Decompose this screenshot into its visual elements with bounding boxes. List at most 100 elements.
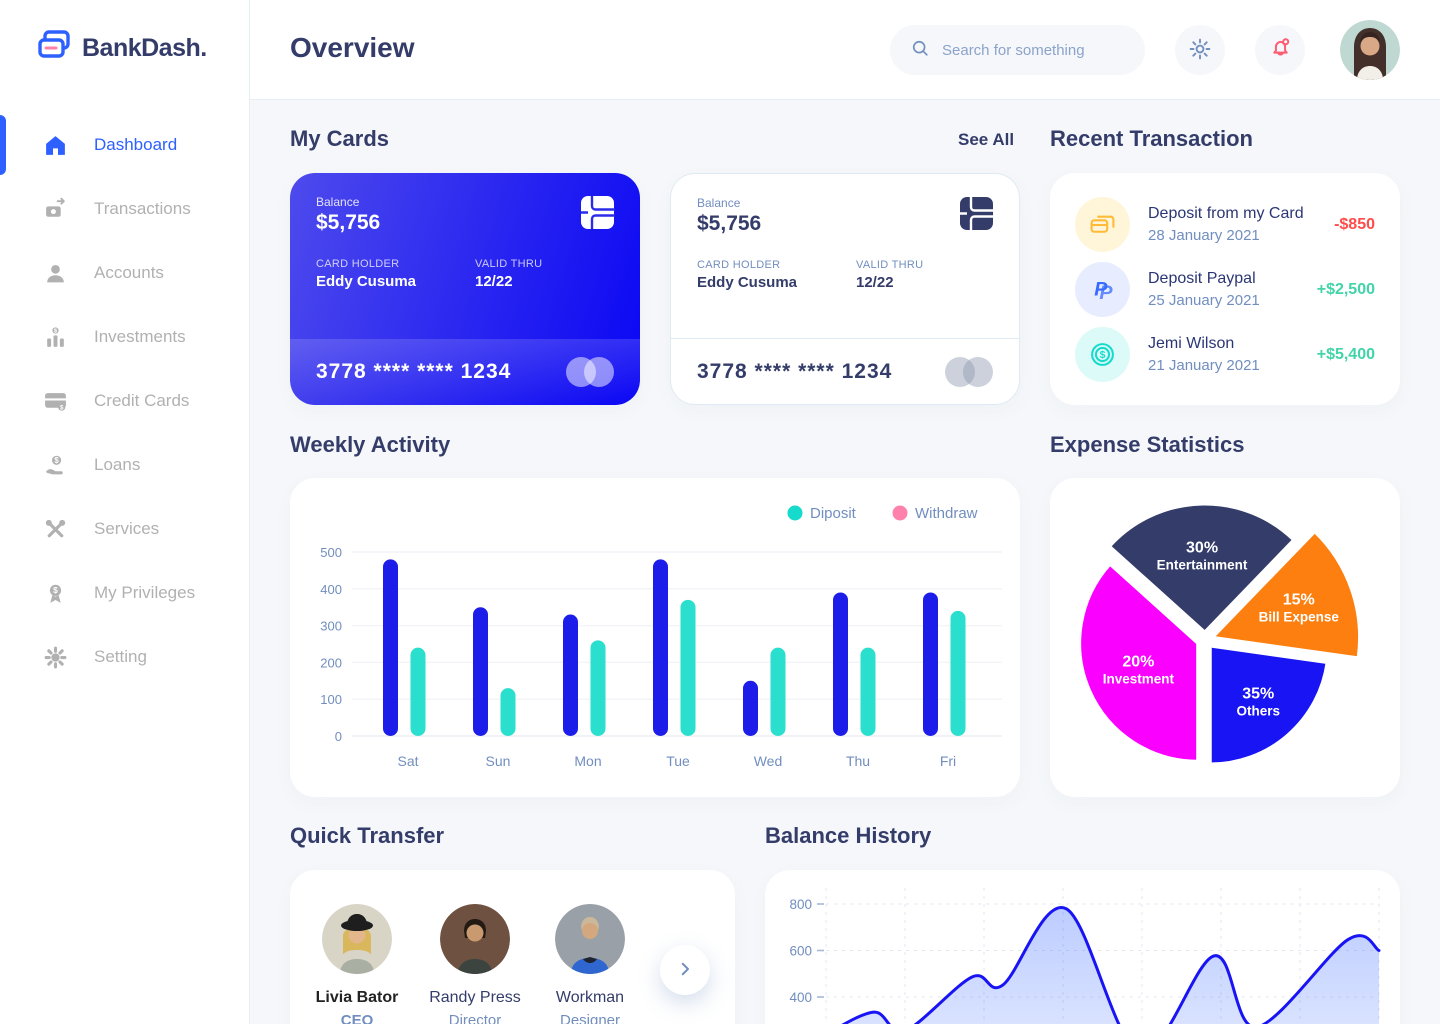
coin-dollar-icon: $ — [1075, 327, 1130, 382]
contact-role: Director — [448, 1012, 502, 1024]
svg-text:P: P — [1094, 279, 1108, 301]
mastercard-circles-icon — [945, 356, 993, 387]
bank-cards-logo-icon — [36, 28, 72, 69]
svg-text:600: 600 — [789, 944, 812, 959]
svg-text:400: 400 — [320, 582, 342, 597]
contact-role: CEO — [340, 1012, 374, 1024]
transaction-amount: +$2,500 — [1316, 280, 1375, 298]
svg-text:$: $ — [54, 455, 59, 464]
see-all-link[interactable]: See All — [958, 130, 1015, 149]
svg-text:Mon: Mon — [574, 753, 601, 769]
contact-role: Designer — [559, 1012, 621, 1024]
contact-name: Livia Bator — [315, 989, 399, 1006]
loan-icon: $ — [43, 453, 68, 478]
card-number: 3778 **** **** 1234 — [316, 360, 512, 383]
sidebar-item-credit-cards[interactable]: $ Credit Cards — [0, 373, 250, 429]
svg-text:800: 800 — [789, 897, 812, 912]
weekly-activity-chart: 0 100 200 300 400 500 Sat Sun Mon Tue Wed Thu Fri Dip… — [320, 505, 1002, 769]
transaction-amount: -$850 — [1334, 215, 1375, 233]
svg-text:Withdraw: Withdraw — [915, 505, 978, 522]
contact-workman[interactable]: Workman Designer — [535, 904, 645, 1024]
sidebar-item-setting[interactable]: Setting — [0, 629, 250, 685]
card-number-strip: 3778 **** **** 1234 — [671, 338, 1019, 404]
search-box — [890, 25, 1145, 75]
tools-icon — [43, 517, 68, 542]
svg-text:0: 0 — [335, 729, 342, 744]
home-icon — [43, 133, 68, 158]
investment-icon: $ — [43, 325, 68, 350]
svg-text:500: 500 — [320, 545, 342, 560]
contact-avatar — [440, 904, 510, 974]
mastercard-circles-icon — [566, 357, 614, 387]
contact-name: Workman — [555, 989, 625, 1006]
gear-outline-icon — [1188, 37, 1212, 64]
svg-text:P: P — [1099, 282, 1113, 303]
top-bar: Overview — [250, 0, 1440, 100]
card-deposit-icon — [1075, 197, 1130, 252]
transaction-date: 21 January 2021 — [1148, 357, 1260, 374]
svg-text:100: 100 — [320, 692, 342, 707]
bank-card-primary: Balance $5,756 CARD HOLDER Eddy Cusuma V… — [290, 173, 640, 405]
gear-icon — [43, 645, 68, 670]
svg-text:Thu: Thu — [846, 753, 870, 769]
credit-card-icon: $ — [43, 389, 68, 414]
sidebar-item-transactions[interactable]: Transactions — [0, 181, 250, 237]
card-chip-icon — [959, 196, 994, 236]
balance-label: Balance — [697, 196, 741, 210]
weekly-activity-card: 0 100 200 300 400 500 Sat Sun Mon Tue Wed Thu Fri Dip… — [290, 478, 1020, 797]
bank-card-secondary: Balance $5,756 CARD HOLDER Eddy Cusuma V… — [670, 173, 1020, 405]
balance-value: $5,756 — [697, 212, 762, 235]
expense-statistics-card: 30% Entertainment 15% Bill Expense 35% Others… — [1050, 478, 1400, 797]
balance-label: Balance — [316, 195, 360, 209]
user-icon — [43, 261, 68, 286]
card-chip-icon — [580, 195, 615, 235]
svg-text:Sat: Sat — [397, 753, 418, 769]
search-icon — [910, 38, 930, 63]
app-logo[interactable]: BankDash. — [36, 28, 207, 69]
transaction-date: 25 January 2021 — [1148, 292, 1260, 309]
svg-text:$: $ — [60, 404, 64, 411]
active-indicator — [0, 115, 6, 175]
next-contacts-button[interactable] — [660, 945, 710, 995]
sidebar: BankDash. Dashboard Transactions Account… — [0, 0, 250, 1024]
svg-text:200: 200 — [320, 655, 342, 670]
user-avatar[interactable] — [1340, 20, 1400, 80]
contact-livia-bator[interactable]: Livia Bator CEO — [302, 904, 412, 1024]
transaction-row[interactable]: $ Jemi Wilson 21 January 2021 +$5,400 — [1075, 327, 1375, 382]
notifications-button[interactable] — [1255, 25, 1305, 75]
valid-thru-label: VALID THRU — [856, 259, 924, 271]
weekly-activity-title: Weekly Activity — [290, 432, 451, 457]
quick-transfer-title: Quick Transfer — [290, 823, 445, 848]
page-title: Overview — [290, 32, 415, 63]
balance-history-card: 800 600 400 — [765, 870, 1400, 1024]
svg-text:Fri: Fri — [940, 753, 956, 769]
transaction-row[interactable]: Deposit from my Card 28 January 2021 -$8… — [1075, 197, 1375, 252]
svg-text:Diposit: Diposit — [810, 505, 857, 522]
svg-text:$: $ — [54, 328, 58, 334]
valid-thru-value: 12/22 — [856, 274, 894, 291]
valid-thru-value: 12/22 — [475, 273, 513, 290]
contact-randy-press[interactable]: Randy Press Director — [420, 904, 530, 1024]
privilege-icon: $ — [43, 581, 68, 606]
bell-icon — [1268, 36, 1293, 64]
sidebar-item-dashboard[interactable]: Dashboard — [0, 115, 250, 175]
sidebar-item-services[interactable]: Services — [0, 501, 250, 557]
settings-button[interactable] — [1175, 25, 1225, 75]
svg-text:300: 300 — [320, 619, 342, 634]
sidebar-item-accounts[interactable]: Accounts — [0, 245, 250, 301]
svg-text:Sun: Sun — [486, 753, 511, 769]
sidebar-item-investments[interactable]: $ Investments — [0, 309, 250, 365]
card-holder-label: CARD HOLDER — [316, 258, 400, 270]
card-holder-value: Eddy Cusuma — [316, 273, 417, 290]
transaction-title: Jemi Wilson — [1148, 335, 1235, 352]
transaction-title: Deposit Paypal — [1148, 270, 1256, 287]
svg-text:$: $ — [53, 585, 58, 595]
sidebar-item-my-privileges[interactable]: $ My Privileges — [0, 565, 250, 621]
svg-text:400: 400 — [789, 990, 812, 1005]
balance-value: $5,756 — [316, 211, 381, 234]
search-input[interactable] — [942, 41, 1122, 59]
sidebar-item-loans[interactable]: $ Loans — [0, 437, 250, 493]
